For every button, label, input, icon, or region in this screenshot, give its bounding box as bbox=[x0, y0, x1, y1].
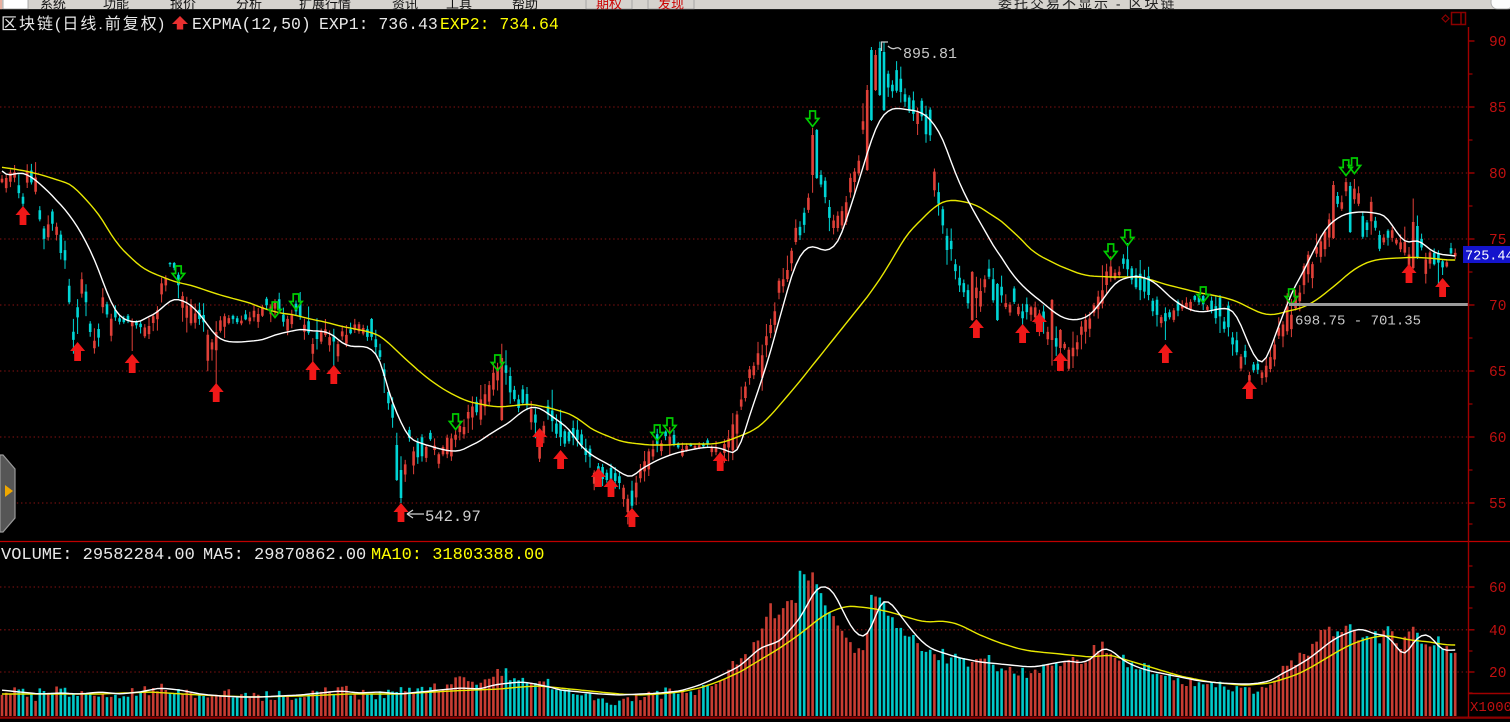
svg-text:60: 60 bbox=[1489, 431, 1506, 447]
svg-text:20: 20 bbox=[1489, 666, 1506, 682]
svg-text:期权: 期权 bbox=[596, 0, 622, 12]
svg-text:85: 85 bbox=[1489, 101, 1506, 117]
svg-text:895.81: 895.81 bbox=[903, 46, 957, 63]
svg-text:扩展行情: 扩展行情 bbox=[299, 0, 351, 12]
svg-text:发现: 发现 bbox=[658, 0, 684, 12]
svg-text:75: 75 bbox=[1489, 233, 1506, 249]
svg-text:80: 80 bbox=[1489, 167, 1506, 183]
svg-text:40: 40 bbox=[1489, 624, 1506, 640]
svg-text:EXP1: 736.43: EXP1: 736.43 bbox=[319, 15, 438, 34]
svg-text:542.97: 542.97 bbox=[425, 508, 481, 526]
svg-text:EXPMA(12,50): EXPMA(12,50) bbox=[192, 15, 311, 34]
svg-text:90: 90 bbox=[1489, 35, 1506, 51]
svg-text:报价: 报价 bbox=[170, 0, 196, 12]
svg-text:55: 55 bbox=[1489, 497, 1506, 513]
svg-text:VOLUME: 29582284.00: VOLUME: 29582284.00 bbox=[1, 546, 195, 565]
svg-text:MA10: 31803388.00: MA10: 31803388.00 bbox=[371, 546, 544, 565]
svg-text:65: 65 bbox=[1489, 365, 1506, 381]
svg-text:工具: 工具 bbox=[446, 0, 472, 12]
svg-text:60: 60 bbox=[1489, 581, 1506, 597]
svg-text:MA5: 29870862.00: MA5: 29870862.00 bbox=[203, 546, 366, 565]
svg-text:725.44: 725.44 bbox=[1465, 250, 1510, 265]
svg-text:698.75 - 701.35: 698.75 - 701.35 bbox=[1295, 314, 1421, 330]
svg-text:资讯: 资讯 bbox=[392, 0, 418, 12]
svg-text:EXP2: 734.64: EXP2: 734.64 bbox=[440, 15, 559, 34]
svg-text:帮助: 帮助 bbox=[512, 0, 538, 12]
svg-text:70: 70 bbox=[1489, 299, 1506, 315]
svg-text:系统: 系统 bbox=[40, 0, 66, 12]
svg-text:委托交易不显示 - 区块链: 委托交易不显示 - 区块链 bbox=[998, 0, 1176, 12]
svg-text:X10000: X10000 bbox=[1470, 700, 1510, 716]
svg-text:区块链(日线.前复权): 区块链(日线.前复权) bbox=[1, 15, 166, 33]
svg-text:功能: 功能 bbox=[103, 0, 129, 12]
svg-text:分析: 分析 bbox=[236, 0, 262, 12]
